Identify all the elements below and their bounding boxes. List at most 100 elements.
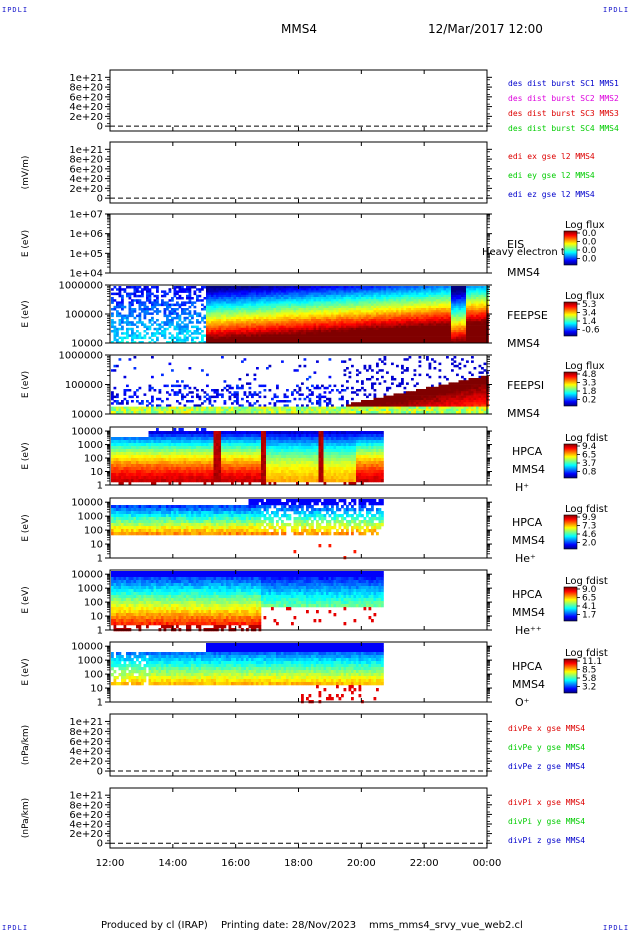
spectrogram-cell [173,312,177,315]
colorbar-title: Log flux [565,220,605,231]
spectrogram-cell [326,286,329,289]
spectrogram-cell [153,303,157,307]
spectrogram-cell [348,323,352,326]
spectrogram-cell [371,308,374,311]
spectrogram-cell [461,341,464,344]
spectrogram-cell [263,323,267,326]
spectrogram-cell [268,316,272,320]
spectrogram-cell [441,393,444,396]
spectrogram-cell [293,294,297,298]
spectrogram-cell [131,406,134,410]
spectrogram-cell [466,397,469,401]
spectrogram-cell [226,299,229,302]
spectrogram-cell [166,305,169,309]
spectrogram-cell [386,334,389,337]
spectrogram-cell [181,338,184,342]
spectrogram-cell [403,314,407,318]
spectrogram-cell [403,319,407,322]
spectrogram-cell [446,397,449,401]
spectrogram-cell [221,393,224,396]
spectrogram-cell [221,389,224,392]
spectrogram-cell [443,400,447,403]
spectrogram-cell [333,288,337,291]
spectrogram-cell [421,395,424,399]
spectrogram-cell [448,299,452,302]
spectrogram-cell [206,303,209,307]
spectrogram-cell [368,321,372,324]
spectrogram-cell [396,411,399,414]
spectrogram-cell [308,389,312,392]
spectrogram-cell [266,411,269,414]
spectrogram-cell [406,400,409,403]
spectrogram-cell [438,336,442,340]
spectrogram-cell [373,321,377,324]
spectrogram-cell [421,319,424,322]
spectrogram-cell [113,286,117,289]
spectrogram-cell [453,310,457,313]
spectrogram-cell [468,312,472,315]
spectrogram-cell [286,292,289,296]
spectrogram-cell [298,327,302,331]
spectrogram-cell [238,303,242,307]
spectrogram-cell [313,310,317,313]
spectrogram-cell [358,292,362,296]
spectrogram-cell [116,338,119,342]
spectrogram-cell [416,316,419,320]
spectrogram-cell [458,286,462,289]
spectrogram-cell [458,305,462,309]
spectrogram-cell [271,319,274,322]
spectrogram-cell [306,386,309,390]
spectrogram-cell [388,305,392,309]
spectrogram-cell [438,338,442,342]
spectrogram-cell [396,327,399,331]
spectrogram-cell [458,384,462,388]
spectrogram-cell [253,288,257,291]
spectrogram-cell [341,384,344,388]
spectrogram-cell [388,308,392,311]
spectrogram-cell [373,292,377,296]
spectrogram-cell [476,316,479,320]
spectrogram-cell [436,411,439,414]
spectrogram-cell [161,325,164,329]
spectrogram-cell [478,341,482,344]
spectrogram-cell [178,402,182,405]
spectrogram-cell [341,288,344,291]
spectrogram-cell [176,391,179,394]
spectrogram-cell [411,305,414,309]
spectrogram-cell [388,286,392,289]
spectrogram-cell [151,286,154,289]
spectrogram-cell [226,338,229,342]
spectrogram-cell [303,358,307,361]
spectrogram-cell [191,395,194,399]
spectrogram-cell [198,332,202,335]
spectrogram-cell [151,323,154,326]
spectrogram-cell [118,321,122,324]
spectrogram-cell [346,325,349,329]
spectrogram-cell [351,301,354,304]
y-tick-label: 1e+21 [69,145,103,156]
spectrogram-cell [426,303,429,307]
spectrogram-cell [146,406,149,410]
spectrogram-cell [428,330,432,333]
spectrogram-cell [468,391,472,394]
legend-entry: edi ex gse l2 MMS4 [508,152,595,161]
spectrogram-cell [371,312,374,315]
spectrogram-cell [228,411,232,414]
spectrogram-cell [481,292,484,296]
spectrogram-cell [441,384,444,388]
spectrogram-cell [286,411,289,414]
spectrogram-cell [318,397,322,401]
spectrogram-cell [136,299,139,302]
spectrogram-cell [176,290,179,293]
spectrogram-cell [143,316,147,320]
spectrogram-cell [358,299,362,302]
spectrogram-cell [441,286,444,289]
spectrogram-cell [223,305,227,309]
spectrogram-cell [281,341,284,344]
spectrogram-cell [406,341,409,344]
spectrogram-cell [471,400,474,403]
spectrogram-cell [293,327,297,331]
spectrogram-cell [393,406,397,410]
spectrogram-cell [448,305,452,309]
spectrogram-cell [221,406,224,410]
